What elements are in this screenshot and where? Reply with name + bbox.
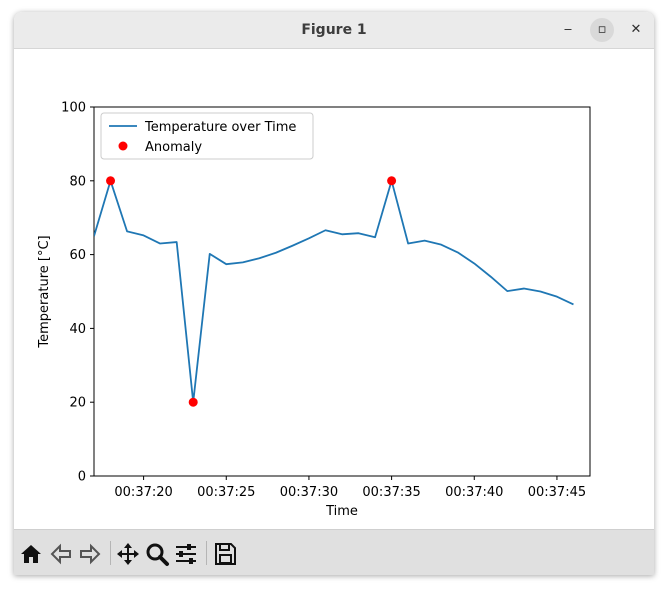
forward-icon[interactable] [77,541,103,567]
plot-marks [94,176,574,407]
y-tick-label: 0 [78,470,86,485]
title-bar[interactable]: Figure 1 ‒ ▫ ✕ [14,12,654,49]
home-icon[interactable] [18,541,44,567]
legend: Temperature over Time Anomaly [100,112,314,160]
y-tick-label: 60 [69,248,86,263]
minimize-button[interactable]: ‒ [563,22,573,37]
y-tick-label: 40 [69,322,86,337]
toolbar-separator [110,541,111,565]
anomaly-point [106,176,116,186]
figure-window: Figure 1 ‒ ▫ ✕ 0 20 40 60 80 100 00:37:20 00:37… [14,12,654,575]
y-tick-label: 20 [69,396,86,411]
y-axis-label: Temperature [°C] [37,235,52,348]
y-tick-label: 100 [61,101,86,116]
configure-subplots-icon[interactable] [173,541,199,567]
window-title: Figure 1 [301,22,367,38]
x-tick-label: 00:37:30 [280,485,338,500]
legend-label-temperature: Temperature over Time [144,120,296,135]
legend-box [100,112,314,160]
y-tick-label: 80 [69,174,86,189]
x-tick-label: 00:37:25 [197,485,255,500]
close-button[interactable]: ✕ [630,22,642,37]
navigation-toolbar [14,529,654,575]
x-axis-label: Time [325,504,358,519]
x-tick-label: 00:37:40 [445,485,503,500]
series-line-temperature [94,179,574,404]
x-tick-label: 00:37:20 [114,485,172,500]
anomaly-point [188,397,198,407]
plot-frame [93,106,591,477]
save-icon[interactable] [212,541,238,567]
maximize-button[interactable]: ▫ [590,18,614,42]
legend-label-anomaly: Anomaly [145,140,202,155]
pan-icon[interactable] [115,541,141,567]
x-tick-label: 00:37:45 [528,485,586,500]
x-tick-label: 00:37:35 [362,485,420,500]
axes: 0 20 40 60 80 100 00:37:20 00:37:25 00:37:30 00:3… [61,101,591,500]
legend-marker-swatch [118,141,128,151]
figure-canvas: 0 20 40 60 80 100 00:37:20 00:37:25 00:37:30 00:3… [14,49,654,529]
back-icon[interactable] [48,541,74,567]
line-chart: 0 20 40 60 80 100 00:37:20 00:37:25 00:37:30 00:3… [37,101,591,519]
toolbar-separator [206,541,207,565]
zoom-icon[interactable] [144,541,170,567]
anomaly-point [387,176,397,186]
